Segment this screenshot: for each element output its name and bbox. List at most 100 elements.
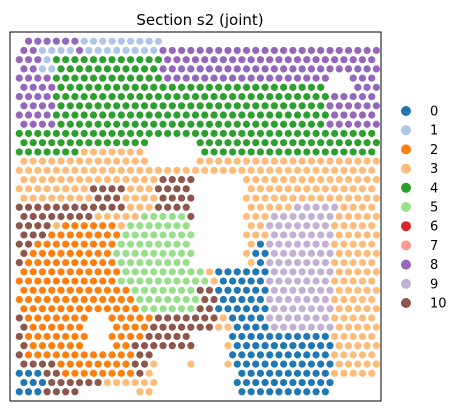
spot-point [205,83,214,91]
spot-point [266,277,274,285]
spot-point [117,111,125,119]
spot-point [266,148,274,156]
spot-point [24,295,33,304]
spot-point [303,203,311,211]
spot-point [38,360,47,368]
spot-point [154,111,162,119]
spot-point [331,314,339,322]
spot-point [280,268,288,276]
spot-point [326,176,334,184]
spot-point [224,102,232,110]
spot-point [24,240,33,248]
spot-point [168,46,176,55]
spot-point [326,249,334,257]
spot-point [191,277,200,285]
spot-point [140,231,149,239]
spot-point [187,83,195,91]
spot-point [182,203,190,211]
spot-point [210,74,218,82]
spot-point [344,46,353,55]
spot-point [154,185,162,193]
spot-point [80,314,88,322]
spot-point [201,111,209,119]
spot-point [99,295,107,304]
spot-point [99,369,107,377]
spot-point [368,332,376,341]
spot-point [108,351,116,359]
spot-point [75,102,84,110]
spot-point [317,378,325,387]
spot-point [224,46,232,55]
spot-point [205,268,214,276]
spot-point [266,74,274,82]
spot-point [85,212,93,221]
spot-point [354,268,362,276]
spot-point [164,166,172,174]
spot-point [52,203,60,211]
spot-point [52,92,60,101]
spot-point [256,388,265,396]
spot-point [140,65,149,73]
spot-point [71,332,79,341]
spot-point [205,286,214,294]
spot-point [187,120,195,128]
spot-point [219,92,227,101]
spot-point [326,323,334,331]
spot-point [354,139,362,147]
spot-point [57,65,65,73]
spot-point [344,360,353,368]
spot-point [233,305,241,313]
spot-point [242,83,251,91]
spot-point [145,166,153,174]
spot-point [57,360,65,368]
spot-point [307,83,316,91]
spot-point [196,102,204,110]
spot-point [307,378,316,387]
spot-point [335,46,343,55]
spot-point [154,129,162,138]
spot-point [150,212,158,221]
spot-point [224,120,232,128]
spot-point [238,314,246,322]
spot-point [298,268,306,276]
spot-point [103,212,111,221]
spot-point [159,120,167,128]
spot-point [196,323,204,331]
spot-point [233,342,241,350]
spot-point [312,295,320,304]
spot-point [62,388,70,396]
spot-point [326,139,334,147]
spot-point [66,323,74,331]
spot-point [52,37,60,45]
spot-point [131,46,139,55]
spot-point [75,157,84,165]
spot-point [261,231,269,239]
spot-point [136,259,144,267]
spot-point [368,222,376,230]
spot-point [354,102,362,110]
spot-point [85,120,93,128]
spot-point [20,83,28,91]
spot-point [43,295,51,304]
spot-point [284,277,292,285]
spot-point [29,102,37,110]
spot-point [321,74,329,82]
spot-point [140,102,149,110]
spot-point [242,194,251,202]
spot-point [280,231,288,239]
spot-point [317,65,325,73]
spot-point [159,342,167,350]
spot-point [173,111,181,119]
spot-point [75,268,84,276]
spot-point [293,166,302,174]
spot-point [344,305,353,313]
spot-point [238,166,246,174]
spot-point [122,305,130,313]
spot-point [182,92,190,101]
spot-point [173,74,181,82]
spot-point [317,120,325,128]
spot-point [71,388,79,396]
spot-point [358,295,367,304]
spot-point [252,83,260,91]
spot-point [126,222,135,230]
